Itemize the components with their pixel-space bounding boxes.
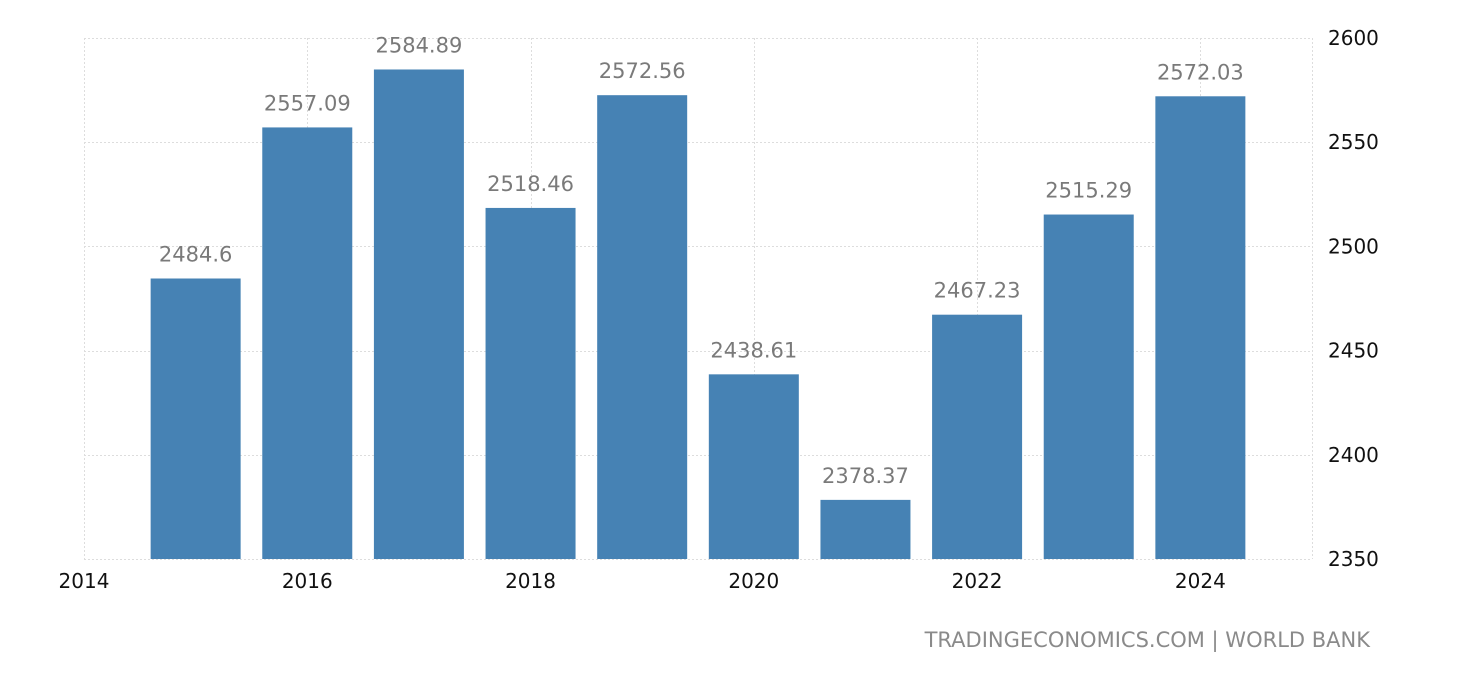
data-label: 2378.37 [822,464,909,488]
bar [485,207,576,559]
x-tick-label: 2018 [505,569,556,593]
bar [932,314,1023,559]
data-label: 2484.6 [159,242,232,266]
bar [262,127,353,559]
bar [150,278,241,559]
data-label: 2584.89 [375,33,462,57]
y-tick-label: 2600 [1328,26,1379,50]
bars [150,69,1246,559]
bar [820,499,911,559]
x-axis-ticks: 2014 2016 2018 2020 2022 2024 [59,569,1226,593]
y-axis-ticks: 2600 2550 2500 2450 2400 2350 [1328,26,1379,571]
data-label: 2515.29 [1045,179,1132,203]
data-label: 2518.46 [487,172,574,196]
bar [373,69,464,559]
y-tick-label: 2500 [1328,234,1379,258]
x-tick-label: 2024 [1175,569,1226,593]
data-label: 2572.56 [599,59,686,83]
y-tick-label: 2350 [1328,547,1379,571]
bar [1043,214,1134,559]
data-label: 2467.23 [934,279,1021,303]
x-tick-label: 2014 [59,569,110,593]
x-tick-label: 2016 [282,569,333,593]
data-label: 2438.61 [710,338,797,362]
bar [1155,96,1246,559]
x-tick-label: 2022 [952,569,1003,593]
data-label: 2557.09 [264,91,351,115]
bar [708,374,799,559]
y-tick-label: 2450 [1328,339,1379,363]
y-tick-label: 2400 [1328,443,1379,467]
source-credit: TRADINGECONOMICS.COM | WORLD BANK [924,628,1370,652]
bar [597,95,688,559]
value-labels: 2484.6 2557.09 2584.89 2518.46 2572.56 2438.6… [159,33,1244,487]
data-label: 2572.03 [1157,60,1244,84]
y-tick-label: 2550 [1328,130,1379,154]
x-tick-label: 2020 [728,569,779,593]
